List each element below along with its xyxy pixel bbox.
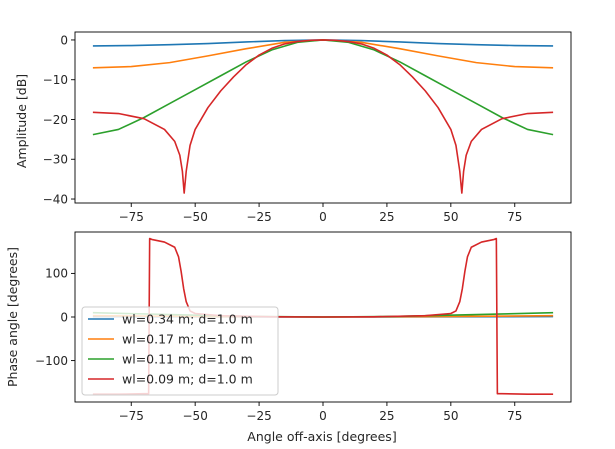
x-tick-label: 50 <box>443 409 458 423</box>
x-tick-label: −75 <box>119 409 144 423</box>
y-tick-label: −40 <box>43 192 68 206</box>
x-tick-label: −25 <box>246 409 271 423</box>
x-tick-label: −75 <box>119 210 144 224</box>
amplitude-subplot: Amplitude [dB] −75 −50 −25 0 25 50 75 0 −10 −20 −3… <box>14 31 572 224</box>
legend-entry-label: wl=0.34 m; d=1.0 m <box>122 312 253 327</box>
x-tick-label: 25 <box>379 409 394 423</box>
series-group <box>92 39 554 194</box>
x-tick-label: 50 <box>443 210 458 224</box>
y-tick-label: 0 <box>60 310 68 324</box>
legend-entry-label: wl=0.09 m; d=1.0 m <box>122 372 253 387</box>
phase-xlabel: Angle off-axis [degrees] <box>247 429 396 444</box>
series-line-3 <box>92 39 554 194</box>
y-tick-label: −10 <box>43 73 68 87</box>
x-tick-label: 75 <box>507 210 522 224</box>
y-tick-label: 100 <box>45 267 68 281</box>
y-tick-label: −100 <box>35 354 68 368</box>
series-line-3 <box>92 237 554 395</box>
legend-entry-label: wl=0.11 m; d=1.0 m <box>122 352 253 367</box>
x-tick-label: −50 <box>183 210 208 224</box>
x-tick-label: −25 <box>246 210 271 224</box>
legend-box <box>81 306 279 396</box>
phase-ylabel: Phase angle [degrees] <box>5 247 20 387</box>
amplitude-ylabel: Amplitude [dB] <box>14 74 29 168</box>
y-tick-label: 0 <box>60 33 68 47</box>
x-tick-label: 75 <box>507 409 522 423</box>
legend: wl=0.34 m; d=1.0 m wl=0.17 m; d=1.0 m wl=0… <box>81 306 279 396</box>
x-tick-label: 0 <box>319 210 327 224</box>
legend-entry-label: wl=0.17 m; d=1.0 m <box>122 332 253 347</box>
x-tick-label: 25 <box>379 210 394 224</box>
y-tick-label: −20 <box>43 113 68 127</box>
y-tick-label: −30 <box>43 153 68 167</box>
x-tick-label: 0 <box>319 409 327 423</box>
x-tick-label: −50 <box>183 409 208 423</box>
